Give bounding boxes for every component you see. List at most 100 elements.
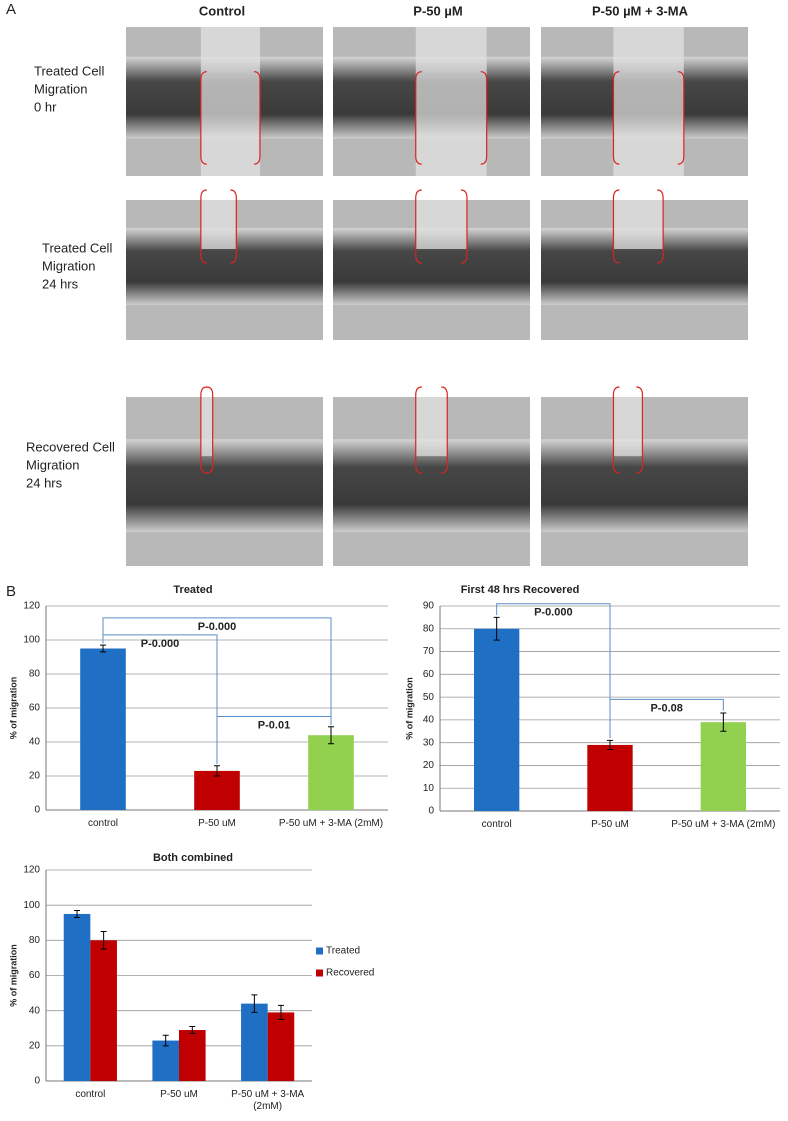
x-tick-label-box: P-50 uM bbox=[198, 818, 236, 829]
x-tick-label: P-50 uM bbox=[198, 818, 236, 829]
legend-label: Recovered bbox=[326, 968, 374, 979]
bracket bbox=[612, 71, 685, 165]
x-tick-label: control bbox=[87, 818, 118, 829]
error-bar bbox=[100, 931, 107, 950]
bar bbox=[194, 770, 240, 810]
bar bbox=[241, 1003, 268, 1081]
y-tick-label: 70 bbox=[423, 646, 435, 657]
bar bbox=[308, 735, 354, 810]
error-bar bbox=[74, 909, 81, 918]
error-bar bbox=[251, 994, 258, 1013]
x-tick-label: P-50 uM bbox=[591, 819, 629, 830]
gap bbox=[200, 27, 260, 176]
gap bbox=[613, 397, 643, 457]
x-tick-label-box: P-50 uM + 3-MA (2mM) bbox=[671, 819, 776, 830]
gap bbox=[415, 27, 487, 176]
error-bar bbox=[162, 1034, 169, 1047]
x-tick-label-box: P-50 uM bbox=[591, 819, 629, 830]
y-axis-label: % of migration bbox=[8, 944, 18, 1007]
row-label: Recovered Cell bbox=[26, 439, 115, 454]
row-label: Treated Cell bbox=[42, 240, 112, 255]
gap bbox=[613, 27, 684, 176]
bracket bbox=[200, 189, 237, 264]
annotation: P-0.01 bbox=[258, 719, 290, 731]
error-bar bbox=[214, 765, 220, 777]
x-tick-label: P-50 uM + 3-MA (2mM) bbox=[278, 818, 384, 829]
x-tick-label-box: P-50 uM + 3-MA (2mM) bbox=[231, 1089, 304, 1112]
y-tick-label: 10 bbox=[423, 783, 435, 794]
y-tick-label: 50 bbox=[423, 692, 435, 703]
bar bbox=[152, 1040, 179, 1081]
y-tick-label: 80 bbox=[29, 669, 41, 680]
y-tick-label: 100 bbox=[23, 900, 40, 911]
y-tick-label: 0 bbox=[34, 1076, 40, 1087]
error-bar bbox=[277, 1004, 284, 1020]
y-tick-label: 60 bbox=[29, 970, 41, 981]
column-header: P-50 µM + 3-MA bbox=[592, 3, 689, 18]
y-tick-label: 40 bbox=[29, 737, 41, 748]
bar bbox=[587, 744, 633, 811]
y-tick-label: 0 bbox=[428, 806, 434, 817]
panel-label: B bbox=[6, 583, 16, 600]
gap bbox=[415, 397, 448, 457]
panel-label: A bbox=[6, 1, 16, 18]
bar bbox=[474, 628, 520, 811]
bracket bbox=[612, 386, 644, 474]
column-header: Control bbox=[199, 3, 245, 18]
legend-label: Treated bbox=[326, 946, 360, 957]
error-bar bbox=[607, 739, 613, 750]
gap bbox=[200, 200, 237, 249]
significance-bracket bbox=[216, 716, 332, 765]
gap bbox=[613, 200, 664, 249]
x-tick-label-box: P-50 uM + 3-MA (2mM) bbox=[278, 818, 384, 829]
significance-bracket bbox=[496, 603, 611, 739]
wound-band bbox=[126, 439, 323, 533]
y-axis-label: % of migration bbox=[8, 677, 18, 740]
y-axis-label: % of migration bbox=[404, 677, 414, 740]
chart-title: First 48 hrs Recovered bbox=[461, 584, 580, 596]
bracket bbox=[415, 71, 488, 165]
bracket bbox=[415, 189, 468, 264]
x-tick-label-box: P-50 uM bbox=[160, 1089, 198, 1100]
y-tick-label: 30 bbox=[423, 737, 435, 748]
row-label: 24 hrs bbox=[26, 475, 63, 490]
x-tick-label: control bbox=[481, 819, 512, 830]
y-tick-label: 60 bbox=[423, 669, 435, 680]
legend-swatch bbox=[316, 947, 323, 955]
row-label: Migration bbox=[26, 457, 79, 472]
row-label: Treated Cell bbox=[34, 63, 104, 78]
bar bbox=[90, 940, 117, 1081]
x-tick-label-box: control bbox=[481, 819, 512, 830]
error-bar bbox=[720, 712, 727, 732]
y-tick-label: 40 bbox=[29, 1005, 41, 1016]
row-label: 0 hr bbox=[34, 99, 57, 114]
x-tick-label-box: control bbox=[87, 818, 118, 829]
bar bbox=[179, 1030, 206, 1081]
bracket bbox=[415, 386, 448, 474]
annotation: P-0.08 bbox=[650, 702, 682, 714]
chart-title: Both combined bbox=[153, 852, 233, 864]
y-tick-label: 120 bbox=[23, 601, 40, 612]
x-tick-label: P-50 uM bbox=[160, 1089, 198, 1100]
y-tick-label: 80 bbox=[29, 935, 41, 946]
error-bar bbox=[100, 644, 106, 653]
y-tick-label: 60 bbox=[29, 703, 41, 714]
significance-bracket bbox=[102, 617, 332, 725]
bracket bbox=[200, 386, 214, 474]
y-tick-label: 20 bbox=[29, 1040, 41, 1051]
legend-swatch bbox=[316, 969, 323, 977]
gap bbox=[200, 397, 213, 457]
bar bbox=[63, 913, 91, 1081]
y-tick-label: 20 bbox=[423, 760, 435, 771]
row-label: Migration bbox=[42, 258, 95, 273]
bar bbox=[700, 722, 746, 811]
y-tick-label: 0 bbox=[34, 805, 40, 816]
x-tick-label: P-50 uM + 3-MA (2mM) bbox=[671, 819, 776, 830]
annotation: P-0.000 bbox=[534, 607, 573, 619]
wound-band bbox=[541, 439, 748, 533]
y-tick-label: 90 bbox=[423, 601, 435, 612]
y-tick-label: 100 bbox=[23, 635, 40, 646]
significance-bracket bbox=[609, 698, 724, 739]
chart-title: Treated bbox=[173, 584, 212, 596]
row-label: 24 hrs bbox=[42, 276, 79, 291]
